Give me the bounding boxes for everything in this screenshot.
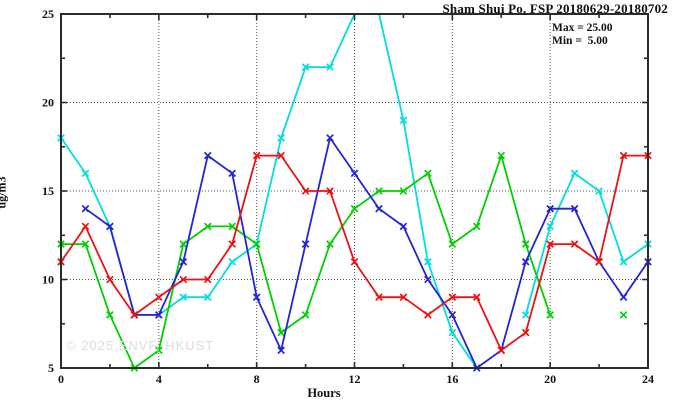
x-tick-label: 4 <box>156 372 162 386</box>
y-tick-label: 10 <box>42 273 54 287</box>
series-blue-marker <box>82 206 88 212</box>
x-tick-label: 20 <box>544 372 556 386</box>
x-tick-label: 24 <box>642 372 654 386</box>
series-cyan-marker <box>82 170 88 176</box>
legend-min-line: Min = 5.00 <box>552 35 613 48</box>
x-tick-label: 12 <box>349 372 361 386</box>
y-tick-label: 25 <box>42 7 54 21</box>
series-cyan-marker <box>229 259 235 265</box>
series-red-marker <box>82 223 88 229</box>
legend-box: Max = 25.00 Min = 5.00 <box>552 22 613 48</box>
series-cyan-marker <box>571 170 577 176</box>
x-tick-label: 8 <box>254 372 260 386</box>
series-red-marker <box>425 312 431 318</box>
series-blue-line <box>86 138 649 368</box>
y-tick-label: 5 <box>48 361 54 375</box>
series-blue-marker <box>620 294 626 300</box>
x-axis-label: Hours <box>0 386 648 401</box>
watermark: © 2025 ENVF, HKUST <box>66 338 214 353</box>
series-green-marker <box>620 312 626 318</box>
x-tick-label: 16 <box>446 372 458 386</box>
series-red-line <box>61 156 648 351</box>
legend-max-line: Max = 25.00 <box>552 22 613 35</box>
y-axis-label: ug/m3 <box>0 176 10 208</box>
y-tick-label: 15 <box>42 184 54 198</box>
series-green-line <box>61 156 624 368</box>
chart-root: 0 4 8 12 16 20 24 5 10 15 20 25 Sham Shui Po, FSP 2… <box>0 0 674 409</box>
y-tick-label: 20 <box>42 96 54 110</box>
chart-title: Sham Shui Po, FSP 20180629-20180702 <box>442 1 668 17</box>
series-blue-marker <box>376 206 382 212</box>
series-blue-marker <box>400 223 406 229</box>
series-blue-marker <box>351 170 357 176</box>
x-tick-label: 0 <box>58 372 64 386</box>
